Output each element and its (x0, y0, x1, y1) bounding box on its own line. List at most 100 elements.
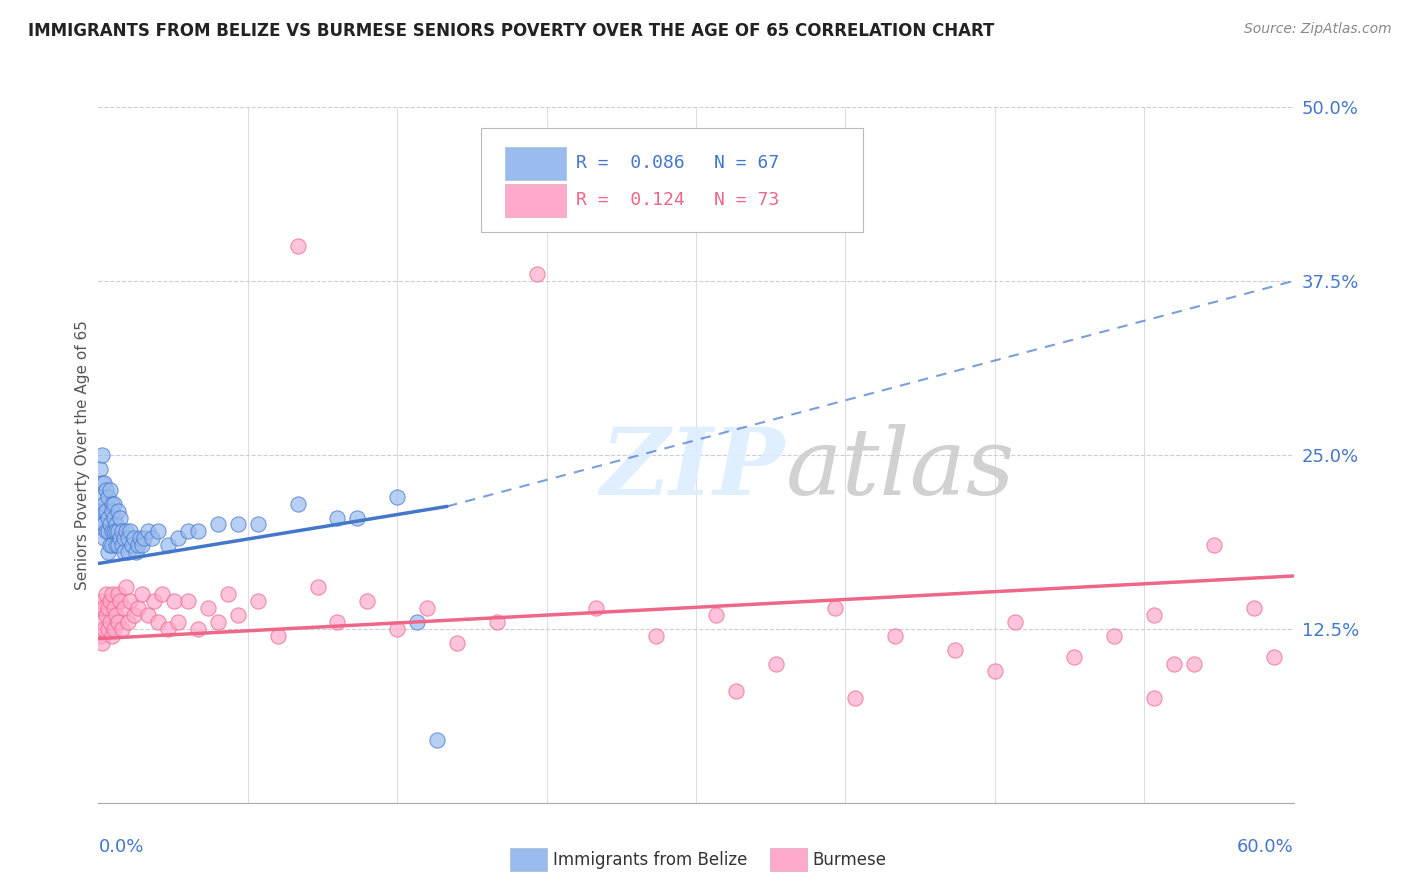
Point (187, 524, 209, 539)
Point (112, 545, 135, 559)
Text: Immigrants from Belize: Immigrants from Belize (553, 851, 747, 869)
Text: atlas: atlas (786, 424, 1015, 514)
Point (207, 517, 229, 532)
Point (96, 607, 118, 622)
Point (724, 684, 747, 698)
Point (131, 587, 153, 601)
Point (101, 503, 124, 517)
Point (97, 510, 120, 524)
Point (120, 524, 142, 539)
Point (103, 622, 125, 636)
Point (111, 538, 134, 552)
Point (844, 691, 866, 706)
Point (1102, 629, 1125, 643)
Text: N = 67: N = 67 (714, 154, 779, 172)
Point (645, 629, 668, 643)
Point (121, 538, 143, 552)
FancyBboxPatch shape (505, 146, 565, 180)
Point (97, 524, 120, 539)
Text: R =  0.124: R = 0.124 (576, 191, 685, 210)
Point (134, 532, 156, 546)
Point (107, 524, 129, 539)
Point (107, 503, 129, 517)
Point (115, 524, 138, 539)
Point (112, 601, 135, 615)
Point (129, 532, 152, 546)
Point (89, 462, 111, 476)
Point (101, 538, 124, 552)
Point (167, 532, 190, 546)
Point (91, 475, 114, 490)
Point (103, 497, 125, 511)
Point (148, 615, 170, 629)
Point (1243, 601, 1265, 615)
Point (98, 517, 122, 532)
Point (96, 524, 118, 539)
Y-axis label: Seniors Poverty Over the Age of 65: Seniors Poverty Over the Age of 65 (75, 320, 90, 590)
Point (307, 580, 329, 594)
Point (93, 622, 115, 636)
Text: IMMIGRANTS FROM BELIZE VS BURMESE SENIORS POVERTY OVER THE AGE OF 65 CORRELATION: IMMIGRANTS FROM BELIZE VS BURMESE SENIOR… (28, 22, 994, 40)
Point (226, 607, 249, 622)
Point (526, 267, 548, 281)
Point (101, 587, 124, 601)
Point (117, 545, 139, 559)
Text: Burmese: Burmese (813, 851, 887, 869)
Point (1202, 538, 1225, 552)
Point (89, 503, 111, 517)
Point (105, 517, 128, 532)
Point (103, 510, 125, 524)
Point (98, 483, 122, 497)
Point (91, 448, 114, 462)
Point (125, 545, 148, 559)
Point (346, 510, 368, 524)
Point (103, 524, 125, 539)
Point (1263, 649, 1285, 664)
Point (93, 503, 115, 517)
Point (101, 524, 124, 539)
Point (97, 545, 120, 559)
Point (91, 615, 114, 629)
Point (217, 587, 239, 601)
Point (1182, 657, 1205, 671)
Point (96, 483, 118, 497)
Point (267, 629, 290, 643)
Point (416, 601, 439, 615)
Point (98, 615, 122, 629)
Point (97, 601, 120, 615)
Point (93, 475, 115, 490)
Point (148, 524, 170, 539)
Point (226, 517, 249, 532)
Point (124, 532, 146, 546)
Point (356, 594, 378, 608)
Point (943, 642, 966, 657)
Point (406, 615, 429, 629)
Point (105, 524, 128, 539)
Text: R =  0.086: R = 0.086 (576, 154, 685, 172)
Point (385, 622, 409, 636)
FancyBboxPatch shape (505, 184, 565, 217)
Point (824, 601, 846, 615)
Point (96, 503, 118, 517)
Point (1143, 691, 1166, 706)
Point (197, 601, 219, 615)
Point (157, 622, 180, 636)
Point (426, 733, 449, 747)
Point (446, 636, 468, 650)
Text: ZIP: ZIP (600, 424, 785, 514)
Point (141, 532, 163, 546)
Point (97, 622, 120, 636)
Point (117, 532, 139, 546)
Point (157, 538, 180, 552)
Point (103, 601, 125, 615)
Point (150, 587, 173, 601)
Point (89, 601, 111, 615)
Text: N = 73: N = 73 (714, 191, 779, 210)
Point (187, 622, 209, 636)
Point (98, 594, 122, 608)
Point (107, 615, 129, 629)
Point (120, 594, 142, 608)
Point (127, 601, 149, 615)
Point (110, 532, 132, 546)
Point (97, 490, 120, 504)
